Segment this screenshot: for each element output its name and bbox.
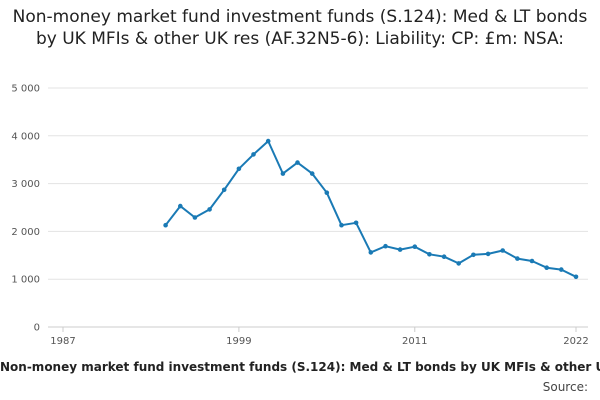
data-point[interactable] [544,265,549,271]
y-tick-labels: 0 1 000 2 000 3 000 4 000 5 000 [11,84,40,334]
data-point[interactable] [485,251,491,257]
data-point[interactable] [500,248,506,253]
data-point[interactable] [163,222,168,228]
data-point[interactable] [192,215,198,220]
gridlines [48,87,588,280]
data-point[interactable] [573,274,579,280]
data-point[interactable] [309,171,315,176]
data-point[interactable] [339,222,344,228]
data-point[interactable] [251,152,256,157]
x-tick-label: 1999 [226,336,251,347]
data-point[interactable] [353,220,359,226]
data-point[interactable] [178,203,183,209]
data-point[interactable] [529,258,535,264]
data-point[interactable] [456,261,462,266]
x-tick-label: 2011 [402,336,427,347]
y-tick-label: 2 000 [11,227,40,238]
data-point[interactable] [265,138,271,144]
y-tick-label: 4 000 [11,131,40,142]
data-point[interactable] [324,190,330,195]
data-point[interactable] [397,247,403,252]
series-line [164,140,577,278]
data-point[interactable] [515,256,520,261]
footer-caption: Non-money market fund investment funds (… [0,360,600,374]
data-point[interactable] [221,187,227,193]
data-point[interactable] [427,252,432,257]
data-point[interactable] [412,244,418,249]
y-tick-label: 1 000 [11,275,40,286]
axes [48,326,588,332]
data-point[interactable] [207,207,212,212]
chart-title: Non-money market fund investment funds (… [12,7,588,49]
data-point[interactable] [471,252,476,258]
x-tick-label: 2022 [563,336,588,347]
data-point[interactable] [368,250,374,255]
footer-source: Source: [542,380,588,394]
data-series [163,138,579,280]
y-tick-label: 3 000 [11,179,40,190]
x-tick-labels: 1987 1999 2011 2022 [50,336,588,347]
data-point[interactable] [441,254,447,259]
data-point[interactable] [383,243,388,249]
data-point[interactable] [559,267,564,272]
data-point[interactable] [280,171,286,176]
data-point[interactable] [236,166,242,172]
x-tick-label: 1987 [50,336,75,347]
y-tick-label: 0 [34,323,40,334]
y-tick-label: 5 000 [11,84,40,95]
data-point[interactable] [295,160,300,165]
